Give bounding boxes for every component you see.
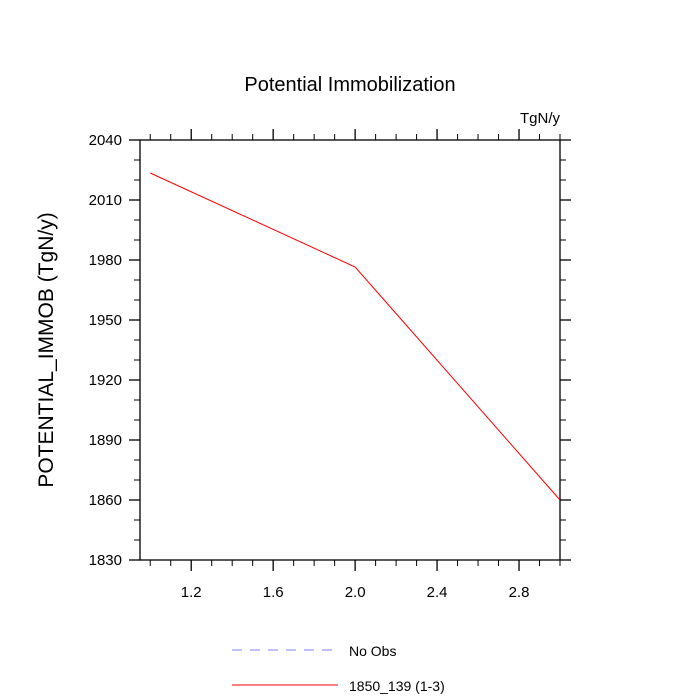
y-tick-label: 2010 xyxy=(89,192,122,209)
x-tick-label: 2.4 xyxy=(427,584,448,601)
legend-label: No Obs xyxy=(349,643,396,659)
units-label: TgN/y xyxy=(520,110,561,127)
chart-title: Potential Immobilization xyxy=(244,74,455,96)
y-tick-label: 1980 xyxy=(89,252,122,269)
x-tick-label: 1.2 xyxy=(181,584,202,601)
y-tick-label: 1920 xyxy=(89,372,122,389)
x-tick-label: 1.6 xyxy=(263,584,284,601)
y-tick-label: 1830 xyxy=(89,552,122,569)
y-tick-label: 1890 xyxy=(89,432,122,449)
y-axis-label: POTENTIAL_IMMOB (TgN/y) xyxy=(35,212,58,487)
y-tick-label: 1860 xyxy=(89,492,122,509)
legend-label: 1850_139 (1-3) xyxy=(349,678,445,694)
series-layer xyxy=(150,172,561,501)
x-tick-label: 2.0 xyxy=(345,584,366,601)
x-tick-label: 2.8 xyxy=(509,584,530,601)
axis-ticks: 1.2 1.6 2.0 2.4 2.8 1830 1860 1890 1920 1950 1980 2… xyxy=(89,129,571,601)
plot-frame xyxy=(139,139,561,561)
y-tick-label: 2040 xyxy=(89,132,122,149)
series-line xyxy=(150,172,561,501)
legend: No Obs 1850_139 (1-3) xyxy=(232,643,445,694)
y-tick-label: 1950 xyxy=(89,312,122,329)
